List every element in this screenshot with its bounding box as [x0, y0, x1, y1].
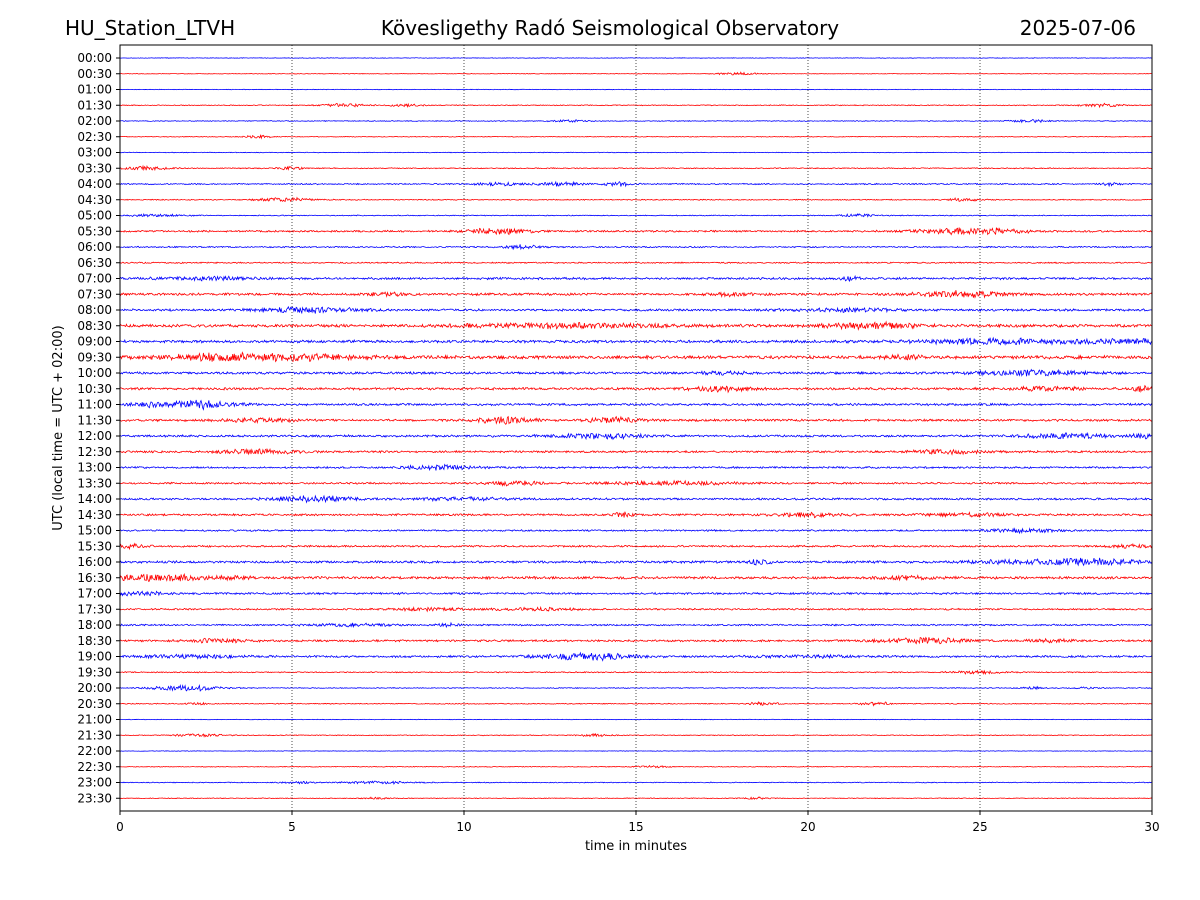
y-tick-label: 17:30	[77, 602, 112, 616]
trace-0300	[119, 151, 1153, 154]
y-tick-label: 04:00	[77, 177, 112, 191]
y-tick-label: 01:00	[77, 83, 112, 97]
y-tick-label: 23:00	[77, 776, 112, 790]
y-tick-label: 15:00	[77, 524, 112, 538]
x-axis-ticks: 0 5 10 15 20 25 30	[116, 811, 1160, 834]
trace-2200	[119, 750, 1153, 752]
y-tick-label: 11:30	[77, 413, 112, 427]
observatory-title: Kövesligethy Radó Seismological Observat…	[381, 16, 839, 40]
y-tick-label: 19:30	[77, 665, 112, 679]
y-tick-label: 14:00	[77, 492, 112, 506]
y-tick-label: 11:00	[77, 398, 112, 412]
y-tick-label: 18:00	[77, 618, 112, 632]
x-axis-label: time in minutes	[585, 839, 687, 854]
trace-1230	[119, 447, 1153, 456]
plot-date: 2025-07-06	[1020, 16, 1136, 40]
trace-0830	[119, 320, 1153, 331]
x-tick-label: 25	[972, 820, 987, 834]
y-tick-label: 19:00	[77, 650, 112, 664]
y-tick-label: 21:00	[77, 713, 112, 727]
y-tick-label: 10:00	[77, 366, 112, 380]
y-tick-label: 12:30	[77, 445, 112, 459]
y-tick-label: 03:30	[77, 161, 112, 175]
trace-0630	[119, 261, 1153, 265]
y-tick-label: 03:00	[77, 146, 112, 160]
x-tick-label: 5	[288, 820, 296, 834]
trace-1100	[119, 399, 1153, 411]
y-tick-label: 13:00	[77, 461, 112, 475]
trace-1630	[119, 573, 1153, 582]
y-tick-label: 07:00	[77, 272, 112, 286]
trace-1830	[119, 636, 1153, 645]
x-tick-label: 20	[800, 820, 815, 834]
y-axis-label: UTC (local time = UTC + 02:00)	[51, 325, 66, 530]
y-tick-label: 21:30	[77, 728, 112, 742]
y-tick-label: 00:00	[77, 51, 112, 65]
trace-1030	[119, 384, 1153, 394]
y-tick-label: 17:00	[77, 587, 112, 601]
y-tick-label: 16:00	[77, 555, 112, 569]
trace-2030	[119, 700, 1153, 707]
y-tick-label: 20:30	[77, 697, 112, 711]
trace-2100	[119, 718, 1153, 721]
trace-1900	[119, 651, 1153, 662]
y-tick-label: 07:30	[77, 287, 112, 301]
y-tick-label: 05:30	[77, 224, 112, 238]
y-tick-label: 00:30	[77, 67, 112, 81]
y-tick-label: 08:30	[77, 319, 112, 333]
y-tick-label: 16:30	[77, 571, 112, 585]
y-tick-label: 14:30	[77, 508, 112, 522]
x-tick-label: 30	[1144, 820, 1159, 834]
trace-0230	[119, 133, 1153, 140]
y-tick-label: 15:30	[77, 539, 112, 553]
y-tick-label: 22:00	[77, 744, 112, 758]
trace-1500	[119, 527, 1153, 535]
station-name: HU_Station_LTVH	[65, 16, 235, 40]
y-tick-label: 10:30	[77, 382, 112, 396]
y-tick-label: 13:30	[77, 476, 112, 490]
x-tick-label: 10	[456, 820, 471, 834]
trace-0900	[119, 336, 1153, 346]
y-tick-label: 23:30	[77, 791, 112, 805]
trace-0500	[119, 212, 1153, 218]
trace-1700	[119, 590, 1153, 597]
y-tick-label: 05:00	[77, 209, 112, 223]
trace-0030	[119, 71, 1153, 76]
x-tick-label: 15	[628, 820, 643, 834]
y-tick-label: 08:00	[77, 303, 112, 317]
y-tick-label: 06:30	[77, 256, 112, 270]
y-tick-label: 09:30	[77, 350, 112, 364]
y-tick-label: 12:00	[77, 429, 112, 443]
y-tick-label: 22:30	[77, 760, 112, 774]
trace-2300	[119, 780, 1153, 785]
time-gridlines	[291, 45, 981, 811]
y-tick-label: 01:30	[77, 98, 112, 112]
trace-0400	[119, 180, 1153, 188]
y-tick-label: 02:00	[77, 114, 112, 128]
y-tick-label: 06:00	[77, 240, 112, 254]
x-tick-label: 0	[116, 820, 124, 834]
y-tick-label: 09:00	[77, 335, 112, 349]
y-tick-label: 20:00	[77, 681, 112, 695]
trace-0100	[119, 88, 1153, 91]
trace-1300	[119, 463, 1153, 472]
y-tick-label: 02:30	[77, 130, 112, 144]
y-tick-label: 18:30	[77, 634, 112, 648]
trace-2230	[119, 764, 1153, 769]
y-tick-label: 04:30	[77, 193, 112, 207]
